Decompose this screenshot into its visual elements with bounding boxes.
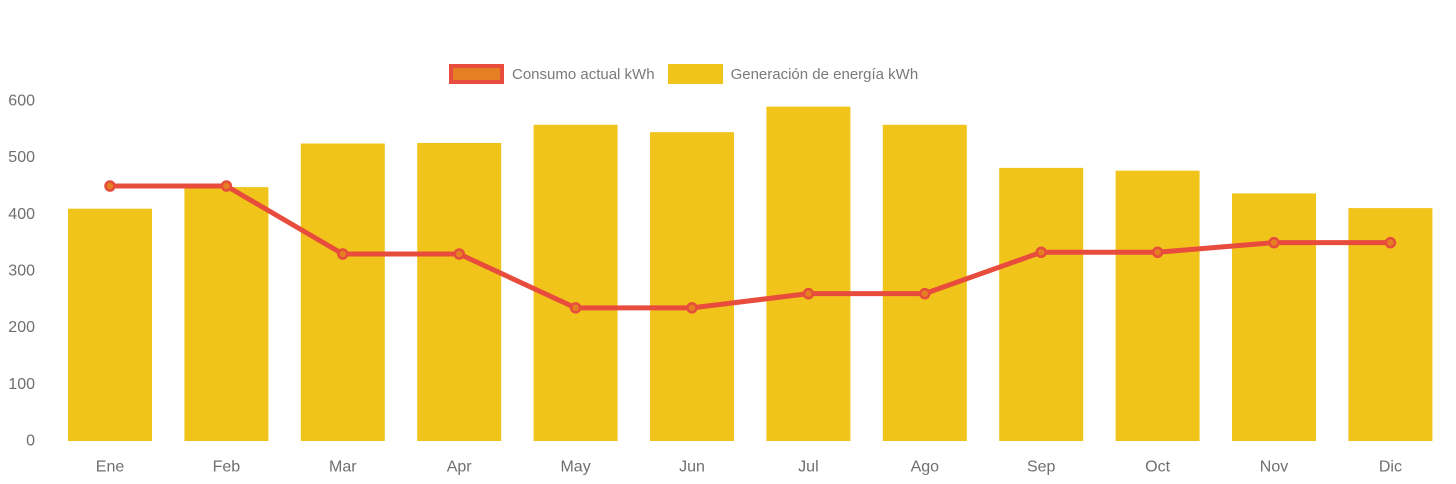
x-axis-label-nov: Nov xyxy=(1260,459,1288,476)
bar-jul[interactable] xyxy=(766,106,851,442)
consumo-point-ago[interactable] xyxy=(919,287,931,300)
x-axis-label-ene: Ene xyxy=(96,459,125,476)
x-axis-label-apr: Apr xyxy=(447,459,473,476)
x-axis-label-mar: Mar xyxy=(329,459,357,476)
x-axis-label-jul: Jul xyxy=(798,459,818,476)
x-axis-label-ago: Ago xyxy=(911,459,940,476)
x-axis-label-oct: Oct xyxy=(1145,459,1170,476)
legend-label-consumo: Consumo actual kWh xyxy=(512,65,655,83)
bar-oct[interactable] xyxy=(1115,170,1200,441)
y-axis-tick-400: 400 xyxy=(8,206,35,223)
y-axis-tick-200: 200 xyxy=(8,319,35,336)
consumo-swatch xyxy=(449,64,504,84)
consumo-point-nov[interactable] xyxy=(1268,236,1280,249)
consumo-line xyxy=(107,183,1393,311)
y-axis-tick-500: 500 xyxy=(8,149,35,166)
consumo-point-jul[interactable] xyxy=(802,287,815,300)
x-axis-label-sep: Sep xyxy=(1027,459,1056,476)
x-axis-label-jun: Jun xyxy=(679,459,705,476)
consumo-point-oct[interactable] xyxy=(1151,246,1164,259)
consumo-point-dic[interactable] xyxy=(1384,236,1397,249)
consumo-point-ene[interactable] xyxy=(104,180,116,192)
bar-feb[interactable] xyxy=(184,187,269,441)
bar-may[interactable] xyxy=(533,124,618,442)
bar-nov[interactable] xyxy=(1232,193,1316,441)
bar-sep[interactable] xyxy=(999,167,1084,441)
consumo-point-may[interactable] xyxy=(569,302,582,314)
x-axis-label-dic: Dic xyxy=(1379,459,1402,476)
bar-ene[interactable] xyxy=(68,208,152,441)
bar-apr[interactable] xyxy=(417,142,502,441)
consumo-point-jun[interactable] xyxy=(686,302,698,314)
legend-label-generacion: Generación de energía kWh xyxy=(730,65,919,83)
legend-item-consumo[interactable]: Consumo actual kWh xyxy=(449,64,655,84)
y-axis-tick-600: 600 xyxy=(8,93,35,110)
consumo-point-apr[interactable] xyxy=(453,248,465,260)
consumo-point-feb[interactable] xyxy=(220,180,233,192)
y-axis-tick-100: 100 xyxy=(8,376,35,393)
y-axis-tick-0: 0 xyxy=(26,433,35,450)
x-axis-label-may: May xyxy=(560,459,590,476)
x-axis-label-feb: Feb xyxy=(213,459,241,476)
legend-item-generacion[interactable]: Generación de energía kWh xyxy=(667,64,919,84)
consumo-point-sep[interactable] xyxy=(1035,246,1047,259)
bar-mar[interactable] xyxy=(300,143,385,442)
generacion-swatch xyxy=(667,64,723,84)
bar-jun[interactable] xyxy=(650,132,734,441)
chart-legend: Consumo actual kWh Generación de energía… xyxy=(449,63,918,85)
y-axis-tick-300: 300 xyxy=(8,263,35,280)
consumo-point-mar[interactable] xyxy=(337,248,349,260)
